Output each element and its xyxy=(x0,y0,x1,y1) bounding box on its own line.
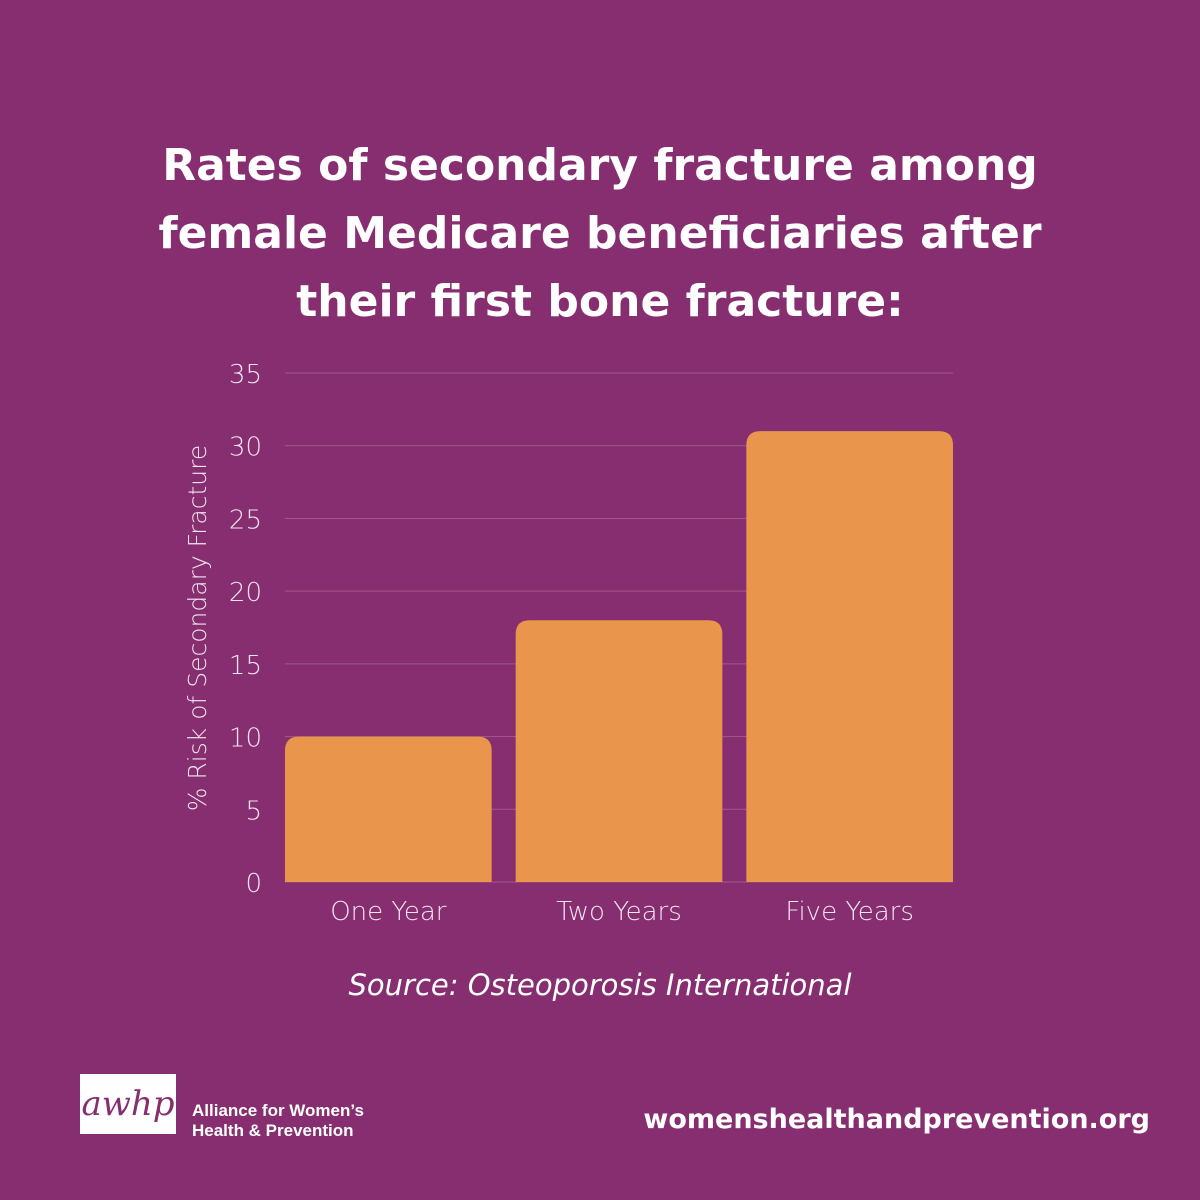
chart-title: Rates of secondary fracture among female… xyxy=(100,132,1100,336)
awhp-logo: awhp xyxy=(80,1074,176,1134)
org-name-line-1: Alliance for Women’s xyxy=(192,1101,364,1120)
title-line-2: female Medicare beneficiaries after xyxy=(158,208,1042,259)
y-tick-label-5: 5 xyxy=(245,796,262,826)
organization-name: Alliance for Women’s Health & Prevention xyxy=(192,1101,364,1141)
y-tick-label-25: 25 xyxy=(229,505,262,535)
bar-two-years xyxy=(515,620,723,882)
x-tick-label-one-year: One Year xyxy=(330,897,447,927)
source-note: Source: Osteoporosis International xyxy=(348,968,852,1002)
title-line-3: their first bone fracture: xyxy=(296,276,904,327)
title-line-1: Rates of secondary fracture among xyxy=(162,140,1038,191)
y-tick-label-35: 35 xyxy=(229,360,262,390)
x-tick-label-two-years: Two Years xyxy=(556,897,682,927)
org-name-line-2: Health & Prevention xyxy=(192,1121,354,1140)
y-tick-labels: 0 5 10 15 20 25 30 35 xyxy=(229,360,262,899)
y-axis-label: % Risk of Secondary Fracture xyxy=(183,445,212,812)
x-tick-labels: One Year Two Years Five Years xyxy=(330,897,914,927)
bar-one-year xyxy=(285,736,492,882)
bars xyxy=(285,431,953,882)
y-tick-label-0: 0 xyxy=(245,869,262,899)
y-tick-label-20: 20 xyxy=(229,578,262,608)
y-tick-label-15: 15 xyxy=(229,651,262,681)
y-tick-label-10: 10 xyxy=(229,724,262,754)
bar-five-years xyxy=(746,431,953,882)
y-tick-label-30: 30 xyxy=(229,433,262,463)
bar-chart: 0 5 10 15 20 25 30 35 One Year Two Years Five Yea… xyxy=(183,360,953,927)
x-tick-label-five-years: Five Years xyxy=(785,897,914,927)
website-url: womenshealthandprevention.org xyxy=(643,1104,1150,1135)
